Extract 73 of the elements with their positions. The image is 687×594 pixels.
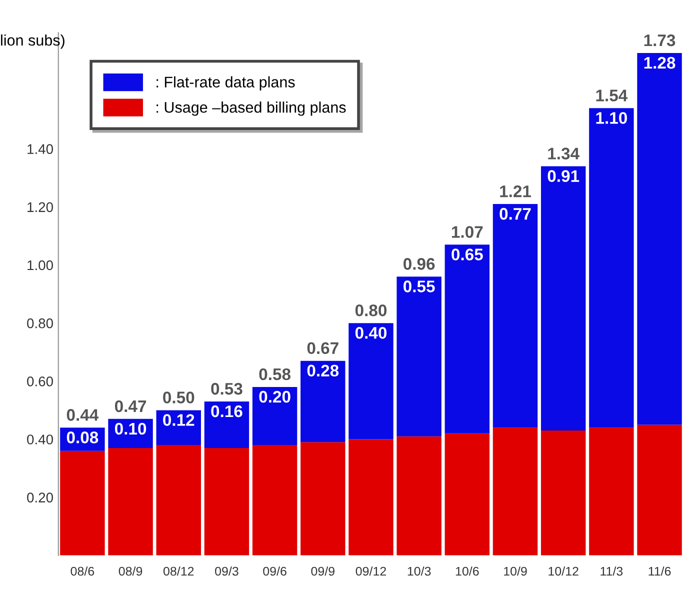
- bar: [492, 204, 538, 428]
- total-label: 0.47: [114, 400, 146, 412]
- total-label: 1.21: [500, 185, 532, 198]
- total-label: 1.73: [644, 34, 676, 46]
- text: 0.60: [27, 376, 53, 386]
- x-tick-label: 09/3: [215, 566, 238, 576]
- total-label: 1.54: [596, 90, 628, 102]
- bar: [540, 166, 586, 431]
- y-axis-title: lion subs): [1, 34, 64, 49]
- total-label: 0.50: [163, 392, 194, 404]
- bar: [156, 445, 201, 556]
- x-tick-label: 08/9: [118, 566, 142, 576]
- bar: [252, 445, 298, 556]
- bar: [300, 360, 346, 442]
- bar: [444, 433, 490, 556]
- total-label: 0.58: [259, 368, 291, 380]
- data-label: 0.08: [66, 432, 98, 444]
- data-label: 0.77: [500, 208, 531, 220]
- bar: [589, 428, 634, 556]
- data-label: 0.16: [211, 405, 242, 418]
- x-tick-label: 11/6: [648, 566, 671, 576]
- text: 1.20: [28, 202, 53, 212]
- x-tick-label: 08/6: [70, 566, 94, 576]
- bar: [637, 424, 682, 556]
- text: 1.40: [28, 144, 53, 154]
- bar: [108, 448, 153, 556]
- bar: [492, 428, 538, 556]
- x-tick-label: 09/12: [356, 566, 386, 576]
- total-label: 1.34: [548, 148, 580, 160]
- text: 1.00: [28, 260, 53, 270]
- x-tick-label: 10/3: [408, 566, 431, 576]
- bar: [300, 442, 346, 556]
- bar: [637, 53, 682, 425]
- bar: [156, 410, 201, 446]
- bar: [60, 450, 105, 556]
- data-label: 0.12: [163, 414, 194, 426]
- bar: [396, 436, 442, 556]
- data-label: 1.10: [596, 112, 627, 124]
- data-label: 1.28: [644, 56, 676, 69]
- x-tick-label: 10/12: [548, 566, 578, 576]
- data-label: 0.20: [259, 390, 290, 403]
- x-tick-label: 09/6: [263, 566, 286, 576]
- bar: [252, 386, 298, 446]
- data-label: 0.55: [404, 280, 435, 292]
- bar: [444, 244, 490, 434]
- data-label: 0.10: [114, 422, 146, 435]
- bar: [348, 439, 394, 556]
- total-label: 0.67: [307, 342, 338, 354]
- total-label: 0.80: [355, 304, 387, 316]
- legend-label: : Usage –based billing plans: [156, 102, 346, 116]
- legend-label: : Flat-rate data plans: [156, 76, 295, 91]
- x-tick-label: 10/9: [504, 566, 527, 576]
- bar: [540, 430, 586, 556]
- x-tick-label: 08/12: [163, 566, 194, 576]
- bar: [348, 323, 394, 440]
- x-tick-label: 11/3: [600, 566, 623, 576]
- text: 0.80: [27, 318, 53, 328]
- bar: [589, 108, 634, 428]
- bar: [204, 401, 250, 448]
- data-label: 0.91: [548, 170, 580, 182]
- total-label: 0.44: [66, 409, 99, 421]
- data-label: 0.40: [355, 326, 387, 339]
- text: 0.20: [27, 492, 53, 502]
- bar: [204, 448, 250, 556]
- total-label: 0.96: [404, 258, 435, 270]
- x-tick-label: 09/9: [311, 566, 334, 576]
- text: 0.40: [27, 434, 53, 444]
- x-tick-label: 10/6: [456, 566, 479, 576]
- data-label: 0.65: [452, 248, 483, 260]
- data-label: 0.28: [307, 364, 339, 377]
- total-label: 0.53: [211, 382, 242, 395]
- bar: [396, 276, 442, 436]
- total-label: 1.07: [452, 226, 483, 238]
